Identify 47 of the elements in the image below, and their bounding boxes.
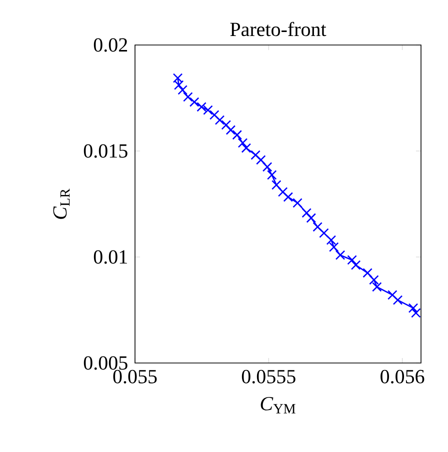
x-tick-label: 0.056	[380, 370, 424, 384]
point	[214, 115, 225, 125]
x-axis-title: C$_{YM}$	[260, 396, 296, 414]
point	[250, 150, 260, 160]
point	[278, 187, 288, 197]
point	[178, 85, 188, 95]
y-axis-title: C$_{LR}$	[53, 188, 70, 219]
point	[172, 73, 183, 83]
point	[326, 235, 336, 245]
point	[350, 260, 361, 270]
point	[174, 80, 184, 90]
point	[392, 295, 403, 305]
point	[226, 125, 236, 135]
point	[189, 97, 200, 107]
point	[241, 143, 252, 153]
point	[272, 180, 282, 190]
point	[203, 105, 213, 115]
point	[362, 268, 372, 278]
point	[328, 242, 339, 252]
point	[388, 290, 398, 300]
point	[372, 282, 382, 292]
point	[319, 228, 329, 238]
point	[262, 162, 272, 172]
point	[411, 308, 421, 318]
point	[238, 138, 248, 148]
point	[266, 170, 277, 180]
point	[306, 213, 316, 223]
point	[209, 110, 220, 120]
x-tick-label: 0.055	[113, 370, 157, 384]
point	[232, 130, 242, 140]
chart-title: Pareto-front	[230, 22, 326, 36]
point	[256, 155, 266, 165]
y-tick-label: 0.01	[94, 250, 127, 264]
point	[196, 102, 206, 112]
point	[347, 255, 357, 265]
point	[183, 92, 193, 102]
x-tick-label: 0.0555	[242, 370, 296, 384]
y-tick-label: 0.015	[84, 144, 128, 158]
point	[283, 192, 294, 202]
point	[335, 250, 346, 260]
point	[302, 208, 312, 218]
point	[221, 120, 232, 130]
point	[292, 198, 302, 208]
point	[369, 275, 379, 285]
point	[312, 222, 322, 232]
y-tick-label: 0.02	[94, 38, 128, 52]
y-tick-label: 0.005	[84, 356, 128, 370]
